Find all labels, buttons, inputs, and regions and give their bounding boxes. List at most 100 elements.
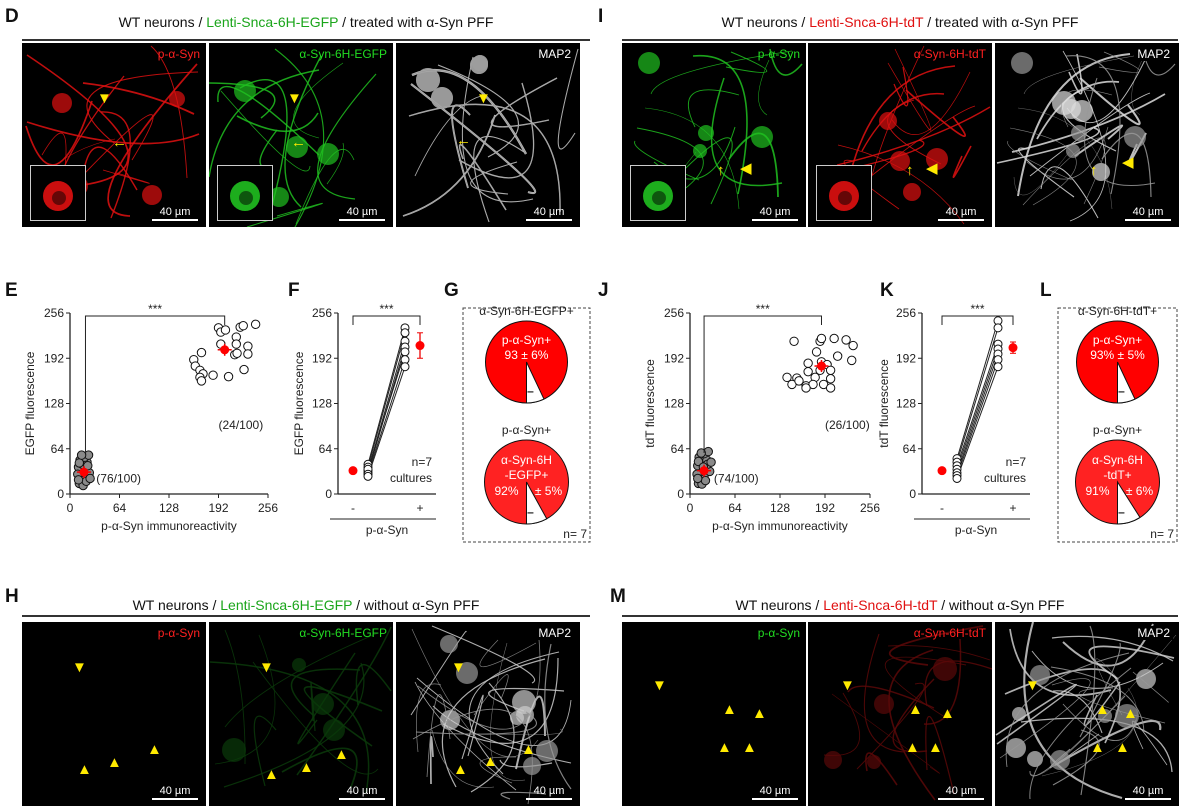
data-point — [235, 322, 245, 332]
mean-point — [348, 466, 358, 476]
arrowhead-marker-icon: ▼ — [451, 659, 466, 676]
data-point — [400, 362, 410, 372]
data-point — [80, 464, 91, 474]
x-tick-label: 128 — [159, 501, 179, 515]
arrowhead-marker-icon: ▲ — [940, 705, 955, 722]
data-point — [952, 471, 962, 481]
pie-inner-label: -tdT+ — [1103, 468, 1131, 482]
data-point — [79, 452, 90, 462]
n-label: cultures — [390, 471, 432, 485]
pair-line — [367, 346, 406, 473]
arrowhead-marker-icon: ▲ — [1115, 739, 1130, 756]
panel-letter-e: E — [5, 280, 18, 301]
scale-bar-line — [152, 798, 198, 800]
data-point — [400, 336, 410, 346]
data-point — [77, 459, 88, 470]
neuron-image — [209, 48, 377, 227]
significance-stars: *** — [148, 302, 162, 316]
n-label: n= 7 — [1150, 527, 1174, 541]
y-tick-label: 256 — [44, 306, 64, 320]
y-tick-label: 128 — [664, 397, 684, 411]
data-point — [693, 456, 704, 467]
pair-line — [367, 327, 406, 465]
y-tick-label: 192 — [896, 351, 916, 365]
data-point — [76, 450, 87, 460]
pie-header: p-α-Syn+ — [1093, 423, 1142, 437]
data-point — [952, 457, 962, 467]
pie-sd-label: ± 5% — [535, 484, 563, 498]
x-axis-label: p-α-Syn — [366, 523, 408, 537]
data-point — [815, 365, 825, 375]
data-point — [231, 339, 241, 349]
panel-letter-j: J — [598, 280, 609, 301]
data-point — [400, 328, 410, 338]
arrowhead-marker-icon: ▲ — [1095, 701, 1110, 718]
data-point — [85, 473, 95, 484]
significance-bracket — [703, 315, 822, 453]
pie-slice-negative — [526, 361, 545, 404]
arrow-marker-icon: ↑ — [906, 162, 914, 179]
n-label: n= 7 — [563, 527, 587, 541]
y-axis-label: EGFP fluorescence — [292, 351, 306, 455]
data-point — [993, 339, 1003, 349]
data-point — [82, 457, 92, 467]
group-annotation: (76/100) — [96, 471, 141, 485]
data-point — [952, 473, 962, 483]
pie-slice-negative — [1117, 480, 1141, 525]
arrow-marker-icon: ↑ — [717, 162, 725, 179]
mean-point — [699, 466, 709, 476]
scale-bar-label: 40 µm — [533, 206, 565, 218]
data-point — [825, 383, 836, 393]
arrowhead-marker-icon: ▲ — [908, 701, 923, 718]
scale-bar: 40 µm — [339, 785, 385, 800]
data-point — [238, 321, 248, 331]
x-category-label: + — [1009, 501, 1016, 515]
data-point — [801, 381, 811, 391]
scale-bar: 40 µm — [152, 206, 198, 221]
data-point — [692, 469, 702, 479]
panel-i-title: WT neurons / Lenti-Snca-6H-tdT / treated… — [721, 14, 1079, 30]
x-tick-label: 192 — [815, 501, 835, 515]
neuron-image — [996, 48, 1176, 222]
data-point — [696, 448, 706, 458]
x-tick-label: 0 — [687, 501, 694, 515]
pie-slice-positive — [1075, 439, 1160, 525]
pie-negative-label: – — [1118, 384, 1125, 398]
data-point — [822, 359, 832, 370]
arrowhead-marker-icon: ▲ — [483, 753, 498, 770]
scale-bar-line — [938, 798, 984, 800]
pair-line — [367, 351, 406, 470]
data-point — [243, 349, 253, 359]
scale-bar: 40 µm — [938, 206, 984, 221]
arrowhead-marker-icon: ▲ — [717, 739, 732, 756]
scale-bar-line — [752, 798, 798, 800]
mean-point — [220, 345, 230, 355]
data-point — [189, 354, 199, 365]
data-point — [693, 461, 703, 471]
pie-inner-label: 93% ± 5% — [1090, 348, 1145, 362]
data-point — [697, 458, 708, 468]
channel-label: α-Syn-6H-tdT — [913, 626, 986, 640]
scale-bar-line — [1125, 798, 1171, 800]
data-point — [400, 342, 410, 352]
y-axis-label: tdT fluorescence — [643, 359, 657, 448]
scale-bar: 40 µm — [339, 206, 385, 221]
n-label: cultures — [984, 471, 1026, 485]
scale-bar: 40 µm — [526, 785, 572, 800]
channel-label: α-Syn-6H-EGFP — [299, 626, 387, 640]
pie-slice-positive — [485, 320, 568, 404]
arrowhead-marker-icon: ▲ — [334, 746, 349, 763]
y-tick-label: 192 — [312, 351, 332, 365]
pie-negative-label: – — [527, 384, 534, 398]
neuron-image — [402, 48, 579, 223]
data-point — [702, 459, 713, 470]
scale-bar-label: 40 µm — [533, 785, 565, 797]
significance-stars: *** — [756, 302, 770, 316]
pair-line — [956, 348, 999, 470]
significance-stars: *** — [970, 302, 984, 316]
pair-line — [956, 366, 999, 479]
pair-line — [956, 359, 999, 476]
channel-label: p-α-Syn — [757, 47, 800, 61]
panel-h-title: WT neurons / Lenti-Snca-6H-EGFP / withou… — [132, 597, 480, 613]
y-tick-label: 192 — [664, 351, 684, 365]
